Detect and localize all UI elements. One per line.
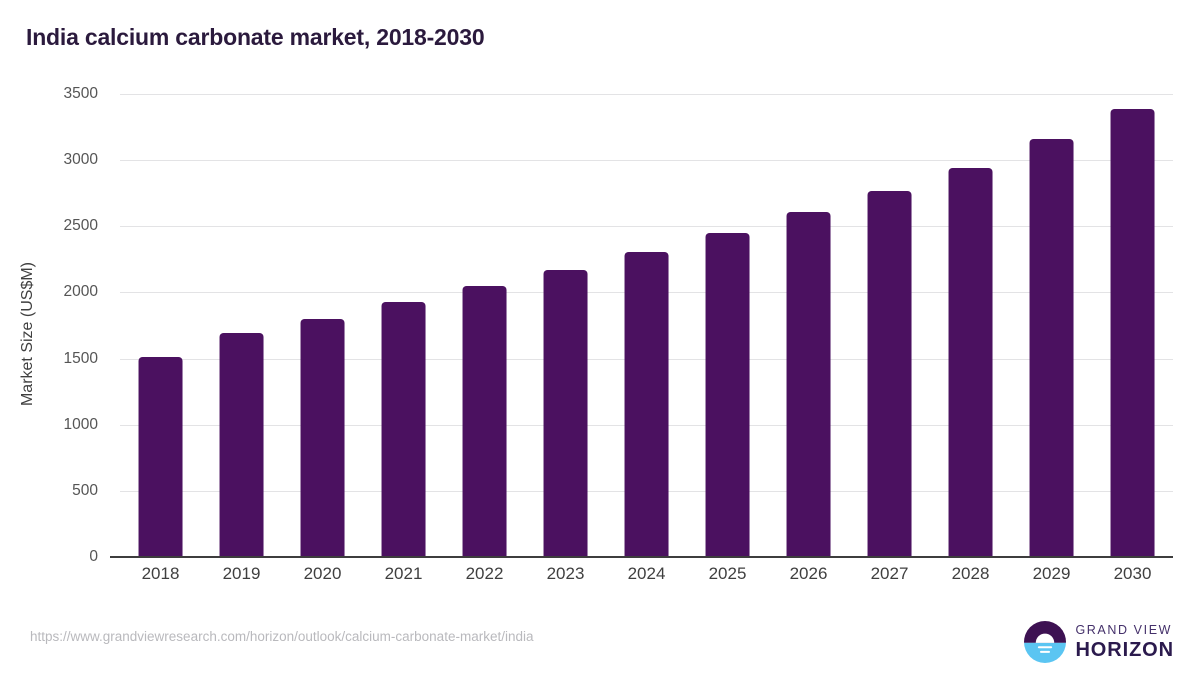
- x-axis: 2018 2019 2020 2021 2022 2023 2024 2025 2026 2027…: [120, 564, 1173, 594]
- bar-slot: [444, 94, 525, 557]
- x-tick-label-2024: 2024: [627, 564, 666, 583]
- x-tick-label-2021: 2021: [384, 564, 423, 583]
- y-tick-label: 1000: [63, 415, 98, 433]
- x-tick-label-2025: 2025: [708, 564, 747, 583]
- x-tick-label-2019: 2019: [222, 564, 261, 583]
- bar-2025[interactable]: [705, 232, 750, 557]
- bar-slot: [363, 94, 444, 557]
- gridline: [120, 94, 1173, 95]
- x-tick-label-2027: 2027: [870, 564, 909, 583]
- page-title: India calcium carbonate market, 2018-203…: [26, 24, 485, 50]
- brand-logo[interactable]: GRAND VIEW HORIZON: [1024, 620, 1174, 664]
- bar-2022[interactable]: [462, 285, 507, 557]
- x-tick-label-2028: 2028: [951, 564, 990, 583]
- y-tick-label: 2000: [63, 283, 98, 301]
- bar-2018[interactable]: [138, 357, 183, 557]
- bar-slot: [606, 94, 687, 557]
- x-tick-label-2018: 2018: [141, 564, 180, 583]
- y-tick-label: 2500: [63, 217, 98, 235]
- x-tick-label-2029: 2029: [1032, 564, 1071, 583]
- bar-2028[interactable]: [948, 168, 993, 557]
- source-url[interactable]: https://www.grandviewresearch.com/horizo…: [30, 629, 534, 644]
- bar-2027[interactable]: [867, 190, 912, 557]
- gridline: [120, 226, 1173, 228]
- bar-slot: [930, 94, 1011, 557]
- x-tick-label-2020: 2020: [303, 564, 342, 583]
- y-tick-label: 0: [89, 548, 98, 565]
- bar-slot: [120, 94, 201, 557]
- x-tick-label-2023: 2023: [546, 564, 585, 583]
- y-tick-label: 3500: [63, 85, 98, 102]
- bar-slot: [849, 94, 930, 557]
- gridline: [120, 160, 1173, 162]
- y-tick-label: 1500: [63, 349, 98, 367]
- x-tick-label-2026: 2026: [789, 564, 828, 583]
- bar-2019[interactable]: [219, 333, 264, 557]
- bar-2029[interactable]: [1029, 138, 1074, 557]
- bar-2020[interactable]: [300, 318, 345, 557]
- x-axis-line: [110, 556, 1173, 558]
- bar-slot: [687, 94, 768, 557]
- bar-2023[interactable]: [543, 269, 588, 557]
- bar-2026[interactable]: [786, 212, 831, 557]
- bar-2021[interactable]: [381, 301, 426, 557]
- bar-2024[interactable]: [624, 252, 669, 557]
- bar-slot: [201, 94, 282, 557]
- y-axis: 0 500 1000 1500 2000 2500 3000 3500: [0, 85, 112, 565]
- x-tick-label-2030: 2030: [1113, 564, 1152, 583]
- bar-slot: [282, 94, 363, 557]
- bar-slot: [525, 94, 606, 557]
- x-tick-label-2022: 2022: [465, 564, 504, 583]
- brand-name-secondary: HORIZON: [1075, 639, 1174, 662]
- y-tick-label: 500: [72, 481, 98, 499]
- brand-name-primary: GRAND VIEW: [1075, 622, 1173, 637]
- bar-slot: [768, 94, 849, 557]
- brand-text: GRAND VIEW HORIZON: [1075, 624, 1174, 661]
- bar-series: [120, 94, 1173, 557]
- bar-2030[interactable]: [1110, 109, 1155, 557]
- horizon-sun-circle-icon: [1024, 621, 1067, 663]
- bar-slot: [1092, 94, 1173, 557]
- bar-slot: [1011, 94, 1092, 557]
- y-tick-label: 3000: [63, 151, 98, 169]
